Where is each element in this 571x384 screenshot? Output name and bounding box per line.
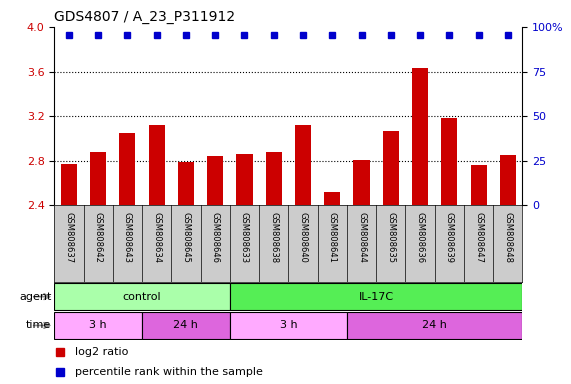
Text: 3 h: 3 h [89,320,107,331]
Text: GSM808639: GSM808639 [445,212,454,263]
Bar [230,283,522,310]
Text: GSM808642: GSM808642 [94,212,103,262]
Bar [148,125,164,205]
Text: percentile rank within the sample: percentile rank within the sample [75,367,263,377]
Text: GSM808633: GSM808633 [240,212,249,263]
Bar [383,131,399,205]
Text: GSM808646: GSM808646 [211,212,220,263]
Text: GSM808645: GSM808645 [182,212,191,262]
Bar [347,312,522,339]
Text: GSM808647: GSM808647 [474,212,483,263]
Bar [90,152,106,205]
Bar [54,283,230,310]
Text: GDS4807 / A_23_P311912: GDS4807 / A_23_P311912 [54,10,235,25]
Text: GSM808638: GSM808638 [269,212,278,263]
Bar [142,312,230,339]
Text: time: time [26,320,51,331]
Text: GSM808634: GSM808634 [152,212,161,263]
Bar [324,192,340,205]
Text: IL-17C: IL-17C [359,291,394,302]
Bar [61,164,77,205]
Text: GSM808636: GSM808636 [416,212,425,263]
Text: GSM808635: GSM808635 [386,212,395,263]
Text: GSM808644: GSM808644 [357,212,366,262]
Text: agent: agent [19,291,51,302]
Bar [500,155,516,205]
Text: GSM808648: GSM808648 [503,212,512,263]
Bar [178,162,194,205]
Bar [295,125,311,205]
Text: GSM808643: GSM808643 [123,212,132,263]
Text: 24 h: 24 h [422,320,447,331]
Bar [54,312,142,339]
Text: GSM808640: GSM808640 [299,212,308,262]
Bar [236,154,252,205]
Text: log2 ratio: log2 ratio [75,347,128,357]
Bar [266,152,282,205]
Text: 24 h: 24 h [174,320,198,331]
Text: GSM808641: GSM808641 [328,212,337,262]
Text: GSM808637: GSM808637 [65,212,74,263]
Text: 3 h: 3 h [280,320,297,331]
Bar [207,156,223,205]
Bar [471,165,486,205]
Bar [412,68,428,205]
Bar [353,160,369,205]
Bar [119,133,135,205]
Bar [441,118,457,205]
Bar [230,312,347,339]
Text: control: control [123,291,162,302]
